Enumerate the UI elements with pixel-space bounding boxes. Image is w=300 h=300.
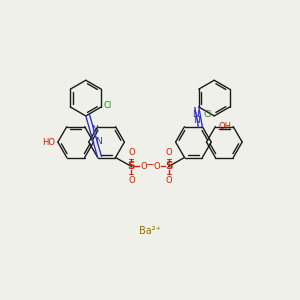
Text: S: S — [128, 161, 135, 171]
Text: −: − — [147, 160, 154, 169]
Text: HO: HO — [42, 138, 55, 147]
Text: O: O — [140, 162, 147, 171]
Text: OH: OH — [218, 122, 231, 131]
Text: −: − — [145, 160, 152, 169]
Text: N: N — [91, 124, 98, 134]
Text: N: N — [95, 137, 102, 146]
Text: N: N — [192, 110, 199, 119]
Text: Ba²⁺: Ba²⁺ — [139, 226, 161, 236]
Text: Cl: Cl — [204, 110, 212, 119]
Text: S: S — [165, 161, 172, 171]
Text: O: O — [153, 162, 160, 171]
Text: O: O — [165, 176, 172, 185]
Text: O: O — [128, 148, 135, 157]
Text: Cl: Cl — [103, 101, 112, 110]
Text: N: N — [193, 116, 200, 125]
Text: O: O — [128, 176, 135, 185]
Text: O: O — [165, 148, 172, 157]
